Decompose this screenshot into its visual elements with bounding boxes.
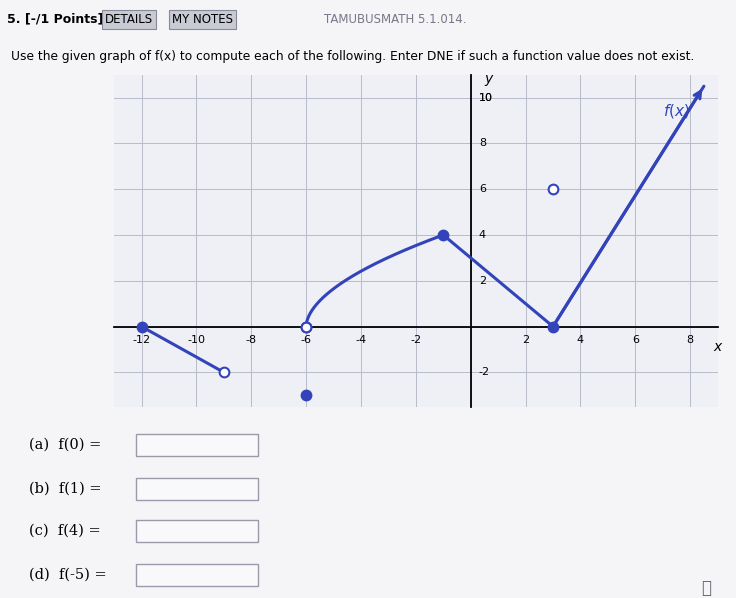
Text: (a)  f(0) =: (a) f(0) = — [29, 438, 102, 452]
Text: -10: -10 — [188, 334, 205, 344]
Text: -12: -12 — [132, 334, 151, 344]
Text: -8: -8 — [246, 334, 257, 344]
Text: 6: 6 — [631, 334, 639, 344]
Bar — [136, 564, 258, 586]
Text: (c)  f(4) =: (c) f(4) = — [29, 524, 101, 538]
Text: 4: 4 — [577, 334, 584, 344]
Text: 5. [-/1 Points]: 5. [-/1 Points] — [7, 13, 104, 26]
Text: -2: -2 — [479, 367, 490, 377]
Text: 8: 8 — [479, 138, 486, 148]
Text: 10: 10 — [479, 93, 493, 103]
Text: -4: -4 — [355, 334, 367, 344]
Text: TAMUBUSMATH 5.1.014.: TAMUBUSMATH 5.1.014. — [324, 13, 467, 26]
Text: -2: -2 — [410, 334, 422, 344]
Text: $f(x)$: $f(x)$ — [662, 102, 690, 120]
Bar — [136, 520, 258, 542]
Text: -6: -6 — [300, 334, 311, 344]
Text: 10: 10 — [479, 93, 493, 103]
Text: (d)  f(-5) =: (d) f(-5) = — [29, 568, 107, 582]
Text: x: x — [713, 340, 722, 354]
Text: 8: 8 — [687, 334, 694, 344]
Text: y: y — [484, 72, 492, 86]
Text: 2: 2 — [479, 276, 486, 286]
Text: 6: 6 — [479, 184, 486, 194]
Text: (b)  f(1) =: (b) f(1) = — [29, 482, 102, 496]
Text: 4: 4 — [479, 230, 486, 240]
Text: Use the given graph of f(x) to compute each of the following. Enter DNE if such : Use the given graph of f(x) to compute e… — [11, 50, 694, 63]
Text: ⓘ: ⓘ — [701, 579, 712, 597]
Bar — [136, 478, 258, 500]
Text: 2: 2 — [522, 334, 529, 344]
Text: MY NOTES: MY NOTES — [172, 13, 233, 26]
Bar — [136, 434, 258, 456]
Text: DETAILS: DETAILS — [105, 13, 153, 26]
